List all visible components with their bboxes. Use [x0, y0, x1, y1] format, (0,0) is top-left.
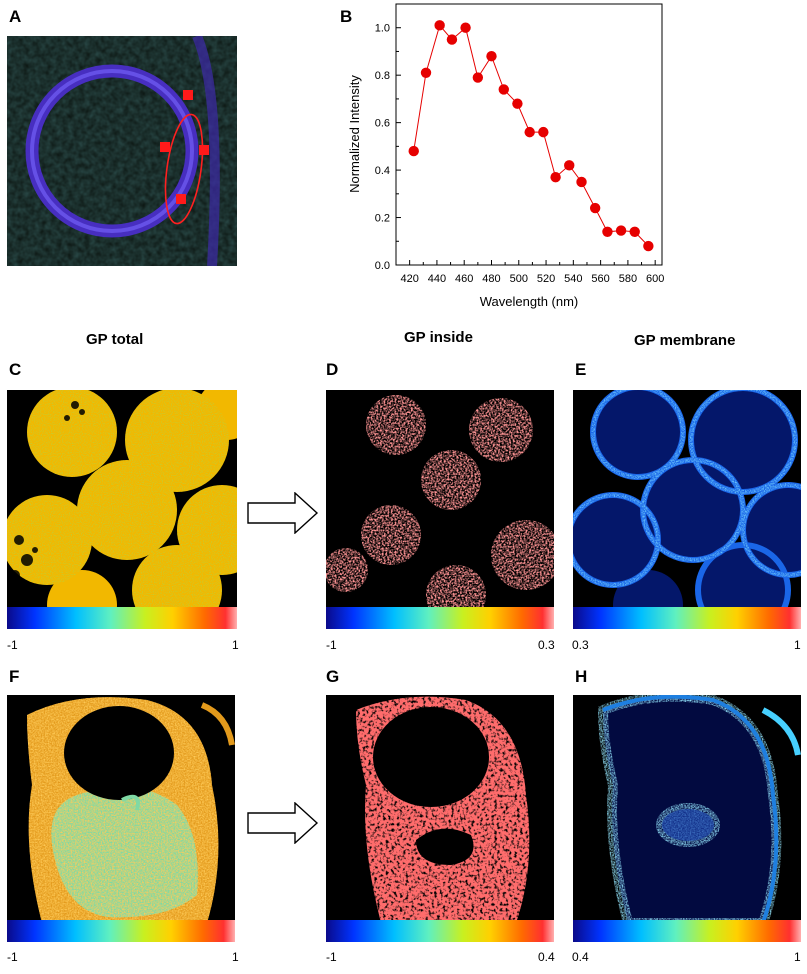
roi-handle-top[interactable] — [183, 90, 193, 100]
y-tick-label: 1.0 — [375, 23, 390, 35]
roi-handle-bottom[interactable] — [176, 194, 186, 204]
panel-g-image — [326, 695, 554, 923]
spectrum-chart: 0.0 0.2 0.4 0.6 0.8 1.0 420 440 460 480 500 520 540… — [347, 3, 664, 309]
y-axis-label: Normalized Intensity — [347, 75, 362, 193]
panel-label-f: F — [9, 667, 20, 686]
data-point — [434, 20, 445, 31]
roi-ellipse[interactable] — [160, 90, 209, 226]
panel-label-b: B — [340, 7, 353, 26]
data-point — [512, 98, 523, 109]
data-point — [615, 225, 627, 236]
x-tick-label: 580 — [619, 273, 637, 285]
colorbar-h-max: 1 — [794, 950, 801, 964]
x-tick-label: 500 — [510, 273, 528, 285]
x-axis: 420 440 460 480 500 520 540 560 580 600 — [400, 260, 664, 285]
x-tick-label: 420 — [400, 273, 418, 285]
colorbar-f-min: -1 — [7, 950, 18, 964]
colorbar-g-max: 0.4 — [538, 950, 555, 964]
data-point — [524, 126, 535, 138]
colorbar-c-min: -1 — [7, 638, 18, 652]
series — [408, 20, 654, 252]
data-point — [408, 145, 419, 157]
roi-handle-left[interactable] — [160, 142, 170, 152]
panel-a-image — [7, 36, 237, 266]
colorbar-d — [326, 607, 554, 629]
data-point — [472, 72, 484, 83]
data-point — [498, 84, 509, 95]
roi-handle-right[interactable] — [199, 145, 209, 155]
y-tick-label: 0.8 — [375, 70, 390, 82]
panel-label-e: E — [575, 360, 587, 379]
panel-label-c: C — [9, 360, 22, 379]
column-title-total: GP total — [86, 331, 144, 348]
colorbar-e-min: 0.3 — [572, 638, 589, 652]
data-point — [486, 51, 497, 62]
x-tick-label: 480 — [482, 273, 500, 285]
panel-e-image — [573, 390, 801, 610]
panel-f-image — [7, 695, 235, 923]
column-title-inside: GP inside — [404, 329, 473, 346]
y-tick-label: 0.6 — [375, 118, 390, 130]
panel-h-image — [573, 695, 801, 923]
panel-label-d: D — [326, 360, 339, 379]
colorbar-g-min: -1 — [326, 950, 337, 964]
colorbar-d-max: 0.3 — [538, 638, 555, 652]
x-tick-label: 520 — [537, 273, 555, 285]
data-point — [629, 226, 640, 237]
colorbar-d-min: -1 — [326, 638, 337, 652]
colorbar-h-min: 0.4 — [572, 950, 589, 964]
colorbar-h — [573, 920, 801, 942]
data-point — [643, 240, 654, 252]
colorbar-e — [573, 607, 801, 629]
panel-label-g: G — [326, 667, 340, 686]
data-point — [550, 172, 561, 183]
arrow-right-icon — [247, 492, 319, 534]
data-point — [420, 67, 432, 79]
colorbar-g — [326, 920, 554, 942]
y-tick-label: 0.4 — [375, 165, 390, 177]
y-tick-label: 0.0 — [375, 260, 390, 272]
data-point — [576, 176, 587, 188]
x-axis-label: Wavelength (nm) — [480, 294, 579, 309]
data-point — [564, 160, 575, 171]
data-point — [538, 126, 549, 138]
panel-label-h: H — [575, 667, 588, 686]
colorbar-e-max: 1 — [794, 638, 801, 652]
panel-c-image — [7, 390, 237, 610]
data-point — [589, 202, 601, 214]
colorbar-c-max: 1 — [232, 638, 239, 652]
column-title-membrane: GP membrane — [634, 332, 736, 349]
colorbar-c — [7, 607, 237, 629]
arrow-right-icon-2 — [247, 802, 319, 844]
x-tick-label: 460 — [455, 273, 473, 285]
x-tick-label: 440 — [428, 273, 446, 285]
y-axis: 0.0 0.2 0.4 0.6 0.8 1.0 — [375, 23, 401, 272]
colorbar-f-max: 1 — [232, 950, 239, 964]
data-point — [602, 226, 613, 237]
plot-frame — [395, 3, 663, 266]
panel-d-image — [326, 390, 554, 610]
panel-label-a: A — [9, 7, 22, 26]
x-tick-label: 540 — [564, 273, 582, 285]
x-tick-label: 560 — [591, 273, 609, 285]
x-tick-label: 600 — [646, 273, 664, 285]
data-point — [446, 34, 458, 45]
y-tick-label: 0.2 — [375, 213, 390, 225]
colorbar-f — [7, 920, 235, 942]
data-point — [460, 22, 471, 33]
